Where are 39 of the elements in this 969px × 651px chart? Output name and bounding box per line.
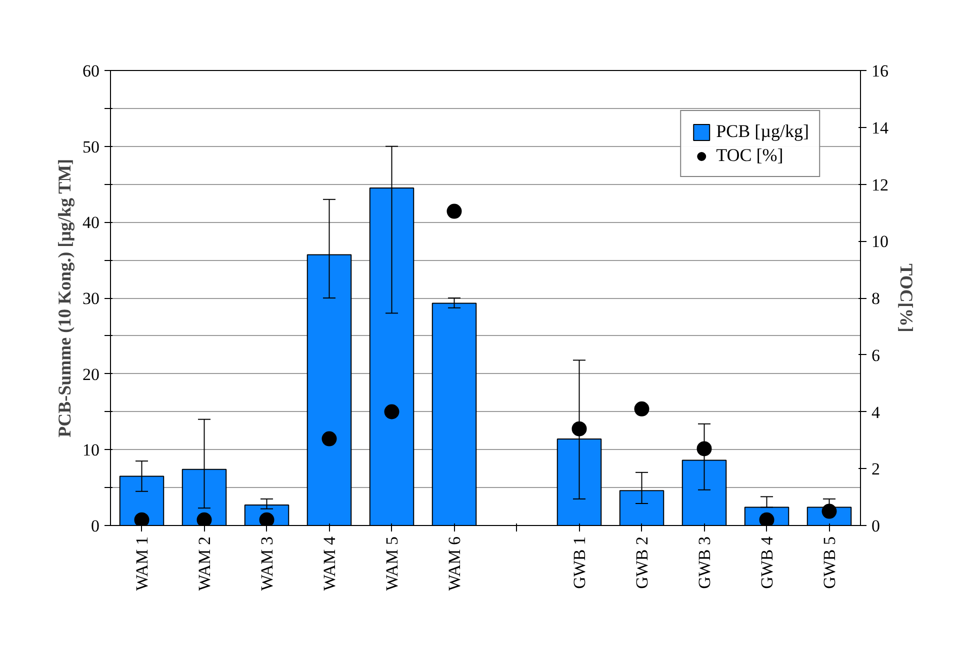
x-tick-label: GWB 5 [820,536,839,589]
y-tick-label: 0 [91,516,100,536]
y2-tick-label: 16 [872,62,888,80]
point [572,421,587,436]
x-tick-label: WAM 5 [382,536,402,591]
y2-tick-label: 10 [872,232,888,252]
x-tick-label: WAM 4 [320,536,339,591]
x-tick-label: GWB 1 [570,536,589,589]
x-tick-label: WAM 2 [194,536,214,591]
y-tick-label: 50 [82,137,100,156]
x-tick-label: GWB 4 [757,536,776,589]
y-tick-label: 60 [82,62,100,80]
point [322,431,337,446]
x-tick-label: GWB 3 [694,536,714,589]
y-tick-label: 30 [82,289,100,308]
point [634,401,650,416]
legend-label: PCB [µg/kg] [716,121,809,142]
x-tick-label: GWB 2 [632,536,652,589]
y2-tick-label: 4 [872,402,880,422]
y2-tick-label: 8 [872,289,880,308]
x-tick-label: WAM 3 [257,536,276,591]
point [696,441,712,456]
y2-axis-title: TOC[%] [896,264,916,332]
y-axis-title: PCB-Summe (10 Kong.) [µg/kg TM] [54,158,74,438]
x-tick-label: WAM 1 [132,536,152,591]
point [134,512,150,526]
point [446,204,462,219]
y2-tick-label: 0 [872,516,880,536]
y-tick-label: 20 [82,364,100,384]
point [384,404,400,420]
y-tick-label: 40 [82,213,100,232]
y2-tick-label: 6 [872,346,880,365]
y-tick-label: 10 [82,440,100,460]
x-tick-label: WAM 6 [444,536,464,591]
y2-tick-label: 2 [872,460,880,479]
y2-tick-label: 14 [872,118,889,138]
point [196,512,212,526]
y2-tick-label: 12 [872,175,888,194]
legend-label: TOC [%] [716,145,784,166]
